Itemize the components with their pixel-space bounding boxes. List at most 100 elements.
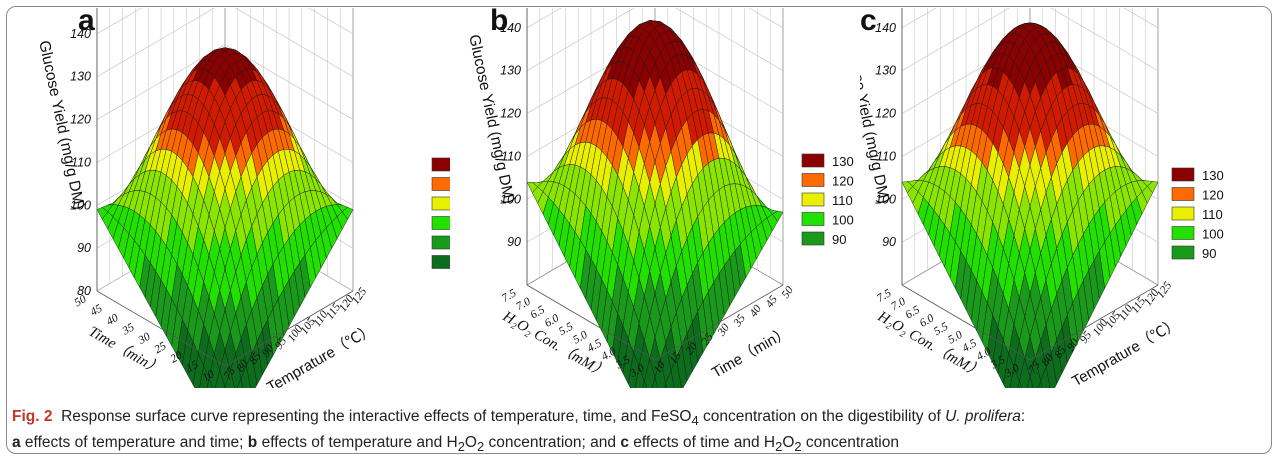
legend: 130 120 110 100 90	[801, 153, 854, 247]
z-tick-label: 100	[70, 198, 91, 212]
legend-swatch	[431, 216, 450, 230]
legend-label: 120	[1202, 188, 1224, 203]
caption-letter-a: a	[12, 434, 21, 452]
legend-swatch	[801, 231, 825, 246]
response-surface	[526, 20, 784, 388]
axis2-label: Temprature（℃）	[1069, 315, 1182, 388]
axis-line	[1029, 284, 1159, 361]
axis1-tick-label: 35	[120, 321, 137, 338]
surface-plot-c: 90100110120130140150Glucose Yield (mg/g …	[860, 8, 1224, 388]
caption-text: O	[464, 434, 477, 452]
surface-cell	[1037, 380, 1043, 388]
z-tick-label: 140	[875, 21, 896, 35]
caption-line-2: a effects of temperature and time; b eff…	[12, 432, 1268, 458]
legend-swatch	[1171, 167, 1195, 182]
axis2-tick-label: 40	[748, 303, 765, 320]
legend-swatch	[431, 196, 450, 211]
caption-letter-b: b	[247, 434, 258, 452]
axis-line	[901, 284, 1031, 361]
z-tick-label: 140	[70, 27, 91, 41]
z-tick-label: 110	[876, 149, 896, 163]
surface-cell	[1017, 380, 1023, 388]
z-ticks: 8090100110120130140150	[70, 27, 91, 298]
figure-label: Fig. 2	[12, 408, 53, 425]
legend-swatch	[1171, 187, 1195, 201]
legend-label: 130	[1202, 168, 1224, 183]
legend: 1301201101009080	[431, 157, 450, 269]
legend-label: 130	[832, 154, 854, 169]
caption-text: effects of temperature and time;	[20, 434, 248, 452]
panel-a: 8090100110120130140150Glucose Yield (mg/…	[30, 4, 450, 388]
panel-c: 90100110120130140150Glucose Yield (mg/g …	[860, 4, 1270, 388]
legend-label: 120	[832, 174, 854, 189]
response-surface	[96, 47, 354, 388]
legend-swatch	[801, 212, 825, 226]
axis2-tick-label: 30	[715, 322, 732, 339]
surface-cell	[634, 365, 645, 388]
legend-label: 100	[832, 213, 854, 228]
surface-plot-a: 8090100110120130140150Glucose Yield (mg/…	[35, 8, 450, 388]
legend-label: 100	[1202, 227, 1224, 242]
z-ticks: 90100110120130140150	[500, 21, 521, 249]
surface-cell	[663, 382, 667, 388]
caption-text: concentration on the digestibility of	[698, 408, 946, 425]
legend-swatch	[801, 153, 825, 168]
surface-cell	[642, 380, 647, 388]
species-name: U. prolifera	[945, 408, 1021, 425]
z-tick-label: 80	[77, 284, 91, 298]
caption-text: concentration; and	[484, 434, 621, 452]
panel-letter-a: a	[78, 4, 95, 37]
legend-swatch	[801, 192, 825, 207]
grid-line	[96, 44, 354, 120]
grid-line	[526, 8, 784, 72]
surface-cell	[1040, 366, 1051, 388]
response-surface	[901, 22, 1159, 388]
caption-text: :	[1020, 408, 1026, 425]
caption-text: O	[782, 434, 795, 452]
legend-label: 90	[1202, 246, 1216, 261]
z-tick-label: 120	[70, 113, 91, 127]
axis1-tick-label: 20	[169, 349, 185, 365]
legend-swatch	[1171, 206, 1195, 221]
axis1-tick-label: 15	[185, 359, 201, 375]
axis1-tick-label: 50	[73, 293, 89, 309]
caption-text: effects of time and H	[628, 434, 776, 452]
z-tick-label: 120	[500, 107, 521, 121]
caption-text: concentration	[801, 434, 899, 452]
axis-line	[224, 290, 354, 367]
surface-plot-b: 90100110120130140150Glucose Yield (mg/g …	[465, 8, 854, 388]
z-ticks: 90100110120130140150	[875, 21, 896, 249]
legend-swatch	[1171, 226, 1195, 240]
z-tick-label: 90	[77, 241, 91, 255]
legend-label: 110	[832, 193, 853, 208]
z-tick-label: 90	[507, 235, 521, 249]
caption-text: Response surface curve representing the …	[61, 408, 692, 425]
legend-label: 90	[832, 232, 846, 247]
legend: 130 120 110 100 90	[1171, 167, 1224, 261]
legend-swatch	[431, 255, 450, 269]
caption-line-1: Fig. 2 Response surface curve representi…	[12, 406, 1268, 432]
panel-letter-b: b	[490, 4, 509, 37]
axis2-tick-label: 45	[764, 294, 781, 311]
axis1-tick-label: 30	[136, 331, 153, 348]
z-tick-label: 110	[71, 155, 91, 169]
z-tick-label: 100	[875, 192, 896, 206]
panel-letter-c: c	[860, 4, 877, 37]
z-tick-label: 90	[882, 235, 896, 249]
z-tick-label: 130	[875, 64, 896, 78]
axis1-tick-label: 10	[201, 368, 217, 384]
surface-cell	[1026, 375, 1034, 388]
axis1-tick-label: 25	[153, 340, 169, 356]
surface-cell	[651, 376, 659, 388]
panel-b: 90100110120130140150Glucose Yield (mg/g …	[450, 4, 870, 388]
caption-subscript: 2	[457, 439, 465, 455]
axis-line	[96, 290, 226, 367]
axis1-tick-label: 45	[89, 302, 105, 318]
figure-frame	[6, 6, 1272, 454]
axis2-tick-label: 50	[780, 284, 797, 301]
caption-subscript: 2	[794, 439, 802, 455]
caption-subscript: 2	[476, 439, 485, 455]
axis1-tick-label: 40	[105, 312, 121, 328]
surface-cell	[224, 369, 236, 388]
